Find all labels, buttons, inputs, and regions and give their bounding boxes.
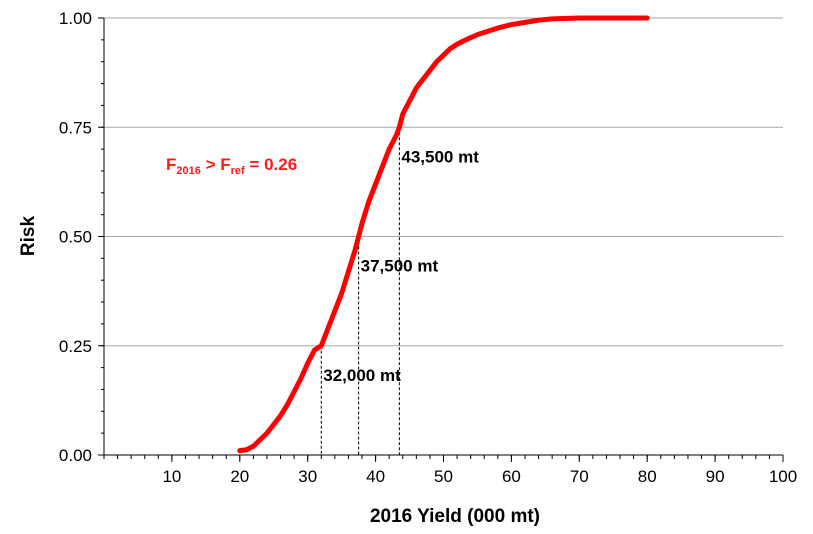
x-tick-label: 100 — [769, 467, 797, 486]
x-tick-label: 60 — [502, 467, 521, 486]
x-tick-label: 10 — [162, 467, 181, 486]
risk-annotation-tail: = 0.26 — [245, 155, 297, 174]
risk-annotation-main: F — [166, 155, 176, 174]
risk-annotation-middle-sub: ref — [231, 165, 245, 177]
y-tick-label: 0.50 — [59, 228, 92, 247]
y-tick-label: 1.00 — [59, 9, 92, 28]
x-tick-label: 40 — [366, 467, 385, 486]
y-tick-label: 0.00 — [59, 446, 92, 465]
x-tick-label: 50 — [434, 467, 453, 486]
risk-annotation-main-sub: 2016 — [176, 165, 200, 177]
reference-annotations: 32,000 mt 37,500 mt 43,500 mt — [323, 147, 479, 385]
reference-label: 37,500 mt — [361, 257, 439, 276]
risk-curve — [237, 15, 650, 454]
x-tick-label: 30 — [298, 467, 317, 486]
x-tick-label: 90 — [706, 467, 725, 486]
y-axis-title: Risk — [18, 216, 39, 257]
axes — [98, 17, 784, 462]
reference-lines — [320, 127, 400, 455]
x-tick-label: 70 — [570, 467, 589, 486]
reference-label: 43,500 mt — [401, 147, 479, 166]
x-tick-label: 80 — [638, 467, 657, 486]
tick-labels: 0.00 0.25 0.50 0.75 1.00 10 20 30 40 50 60 70 80 90 10… — [59, 9, 797, 486]
risk-annotation-middle: > F — [201, 155, 231, 174]
x-tick-label: 20 — [230, 467, 249, 486]
y-tick-label: 0.25 — [59, 337, 92, 356]
risk-annotation: F2016 > Fref = 0.26 — [166, 155, 297, 177]
y-tick-label: 0.75 — [59, 118, 92, 137]
grid-lines — [104, 17, 783, 347]
x-axis-title: 2016 Yield (000 mt) — [370, 506, 540, 527]
reference-label: 32,000 mt — [323, 366, 401, 385]
